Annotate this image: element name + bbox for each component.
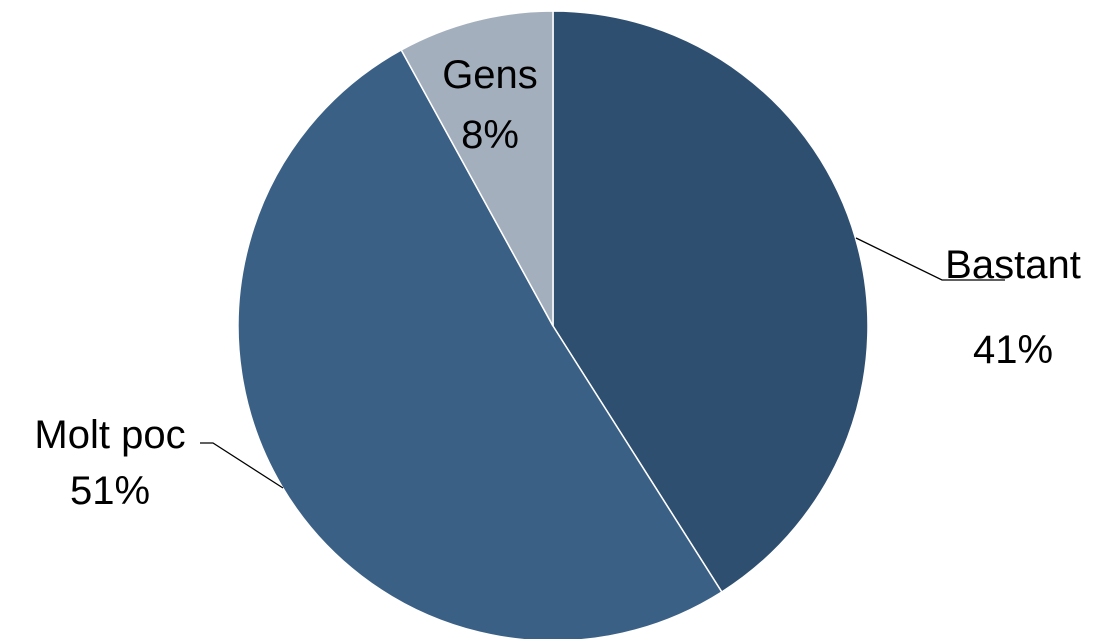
slice-category-label: Gens: [442, 53, 538, 97]
slice-percent-label: 8%: [461, 113, 519, 157]
pie-slices: [237, 10, 869, 639]
pie-slice-gens: [400, 10, 554, 327]
data-labels: Bastant 41% Molt poc 51% Gens 8%: [34, 53, 1080, 513]
pie-slice-bastant: [552, 10, 869, 593]
leader-line-molt-poc: [200, 442, 284, 489]
pie-slice-molt-poc: [237, 48, 723, 639]
leader-line-bastant: [855, 237, 1005, 281]
slice-category-label: Molt poc: [34, 413, 185, 457]
leader-lines: [200, 237, 1005, 489]
slice-percent-label: 41%: [973, 328, 1053, 372]
slice-category-label: Bastant: [945, 243, 1081, 287]
slice-percent-label: 51%: [70, 469, 150, 513]
